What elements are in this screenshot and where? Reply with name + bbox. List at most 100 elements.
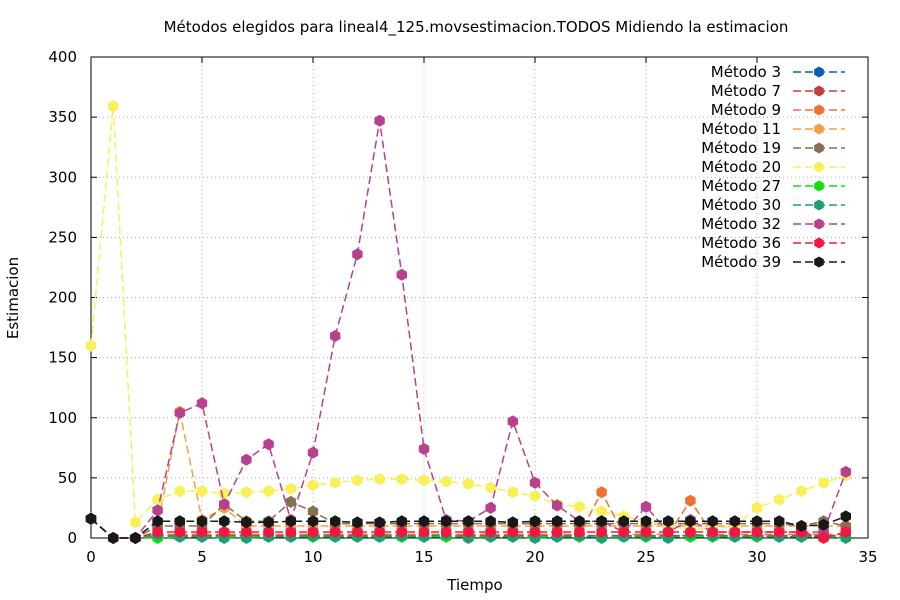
data-point: [640, 526, 652, 538]
data-point: [241, 453, 252, 466]
data-point: [174, 406, 185, 419]
y-tick-label: 150: [48, 349, 77, 367]
data-point: [507, 516, 518, 529]
data-point: [707, 515, 718, 528]
data-point: [219, 515, 230, 528]
x-tick-label: 0: [86, 548, 96, 566]
legend-label: Método 39: [701, 253, 781, 271]
data-point: [152, 504, 163, 517]
data-point: [774, 526, 785, 538]
legend-label: Método 36: [701, 234, 781, 252]
data-point: [751, 501, 763, 514]
legend-marker: [814, 85, 824, 97]
data-point: [507, 486, 518, 499]
data-point: [130, 516, 141, 529]
data-point: [374, 473, 385, 486]
data-point: [285, 515, 296, 528]
data-point: [108, 100, 119, 113]
x-tick-label: 25: [636, 548, 655, 566]
legend-label: Método 11: [701, 120, 781, 138]
data-point: [441, 526, 452, 538]
y-tick-label: 100: [48, 409, 77, 427]
data-point: [818, 518, 829, 531]
data-point: [774, 493, 785, 506]
x-tick-label: 20: [525, 548, 544, 566]
data-point: [196, 526, 208, 538]
data-point: [840, 465, 851, 478]
x-tick-label: 5: [197, 548, 207, 566]
data-point: [85, 339, 97, 352]
legend-label: Método 9: [711, 101, 781, 119]
x-axis-label: Tiempo: [446, 576, 502, 594]
data-point: [485, 481, 496, 494]
data-point: [174, 485, 185, 498]
data-point: [463, 526, 474, 538]
data-point: [285, 526, 296, 538]
data-point: [263, 526, 274, 538]
data-point: [374, 114, 385, 127]
data-point: [796, 485, 807, 498]
legend-marker: [814, 218, 824, 230]
data-point: [263, 485, 274, 498]
y-tick-label: 0: [67, 529, 77, 547]
data-point: [685, 515, 696, 528]
data-point: [685, 494, 696, 507]
data-point: [818, 532, 829, 544]
data-point: [640, 500, 652, 513]
data-point: [307, 505, 319, 518]
data-point: [596, 515, 607, 528]
data-point: [330, 330, 341, 342]
data-point: [529, 476, 541, 489]
legend-marker: [814, 199, 824, 211]
data-point: [596, 505, 607, 518]
data-point: [418, 474, 430, 487]
data-point: [418, 443, 430, 455]
data-point: [507, 526, 518, 538]
data-point: [441, 515, 452, 528]
data-point: [529, 526, 541, 538]
series-group: [85, 100, 851, 544]
data-point: [529, 489, 541, 502]
data-point: [507, 415, 518, 428]
data-point: [463, 515, 474, 528]
data-point: [85, 512, 97, 525]
legend-marker: [814, 180, 824, 192]
data-point: [618, 515, 629, 528]
legend-marker: [814, 104, 824, 116]
y-tick-label: 300: [48, 168, 77, 186]
data-point: [241, 516, 252, 529]
x-tick-label: 15: [414, 548, 433, 566]
data-point: [396, 515, 407, 528]
data-point: [796, 520, 807, 532]
legend-label: Método 19: [701, 139, 781, 157]
legend-marker: [814, 66, 824, 78]
data-point: [307, 479, 319, 492]
data-point: [330, 476, 341, 489]
data-point: [574, 526, 585, 538]
grid-lines: [91, 57, 868, 538]
data-point: [374, 526, 385, 538]
data-point: [840, 526, 851, 538]
data-point: [396, 473, 407, 486]
data-point: [707, 526, 718, 538]
data-point: [663, 526, 674, 538]
data-point: [374, 516, 385, 529]
data-point: [818, 476, 829, 489]
y-tick-label: 400: [48, 48, 77, 66]
data-point: [307, 446, 319, 459]
data-point: [596, 486, 607, 499]
chart-title: Métodos elegidos para lineal4_125.movses…: [164, 18, 789, 37]
data-point: [640, 515, 652, 528]
data-point: [352, 526, 363, 538]
data-point: [552, 515, 563, 528]
data-point: [552, 499, 563, 512]
data-point: [485, 526, 496, 538]
legend-label: Método 7: [711, 82, 781, 100]
data-point: [219, 498, 230, 511]
y-tick-label: 50: [58, 469, 77, 487]
data-point: [241, 486, 252, 499]
data-point: [596, 526, 607, 538]
